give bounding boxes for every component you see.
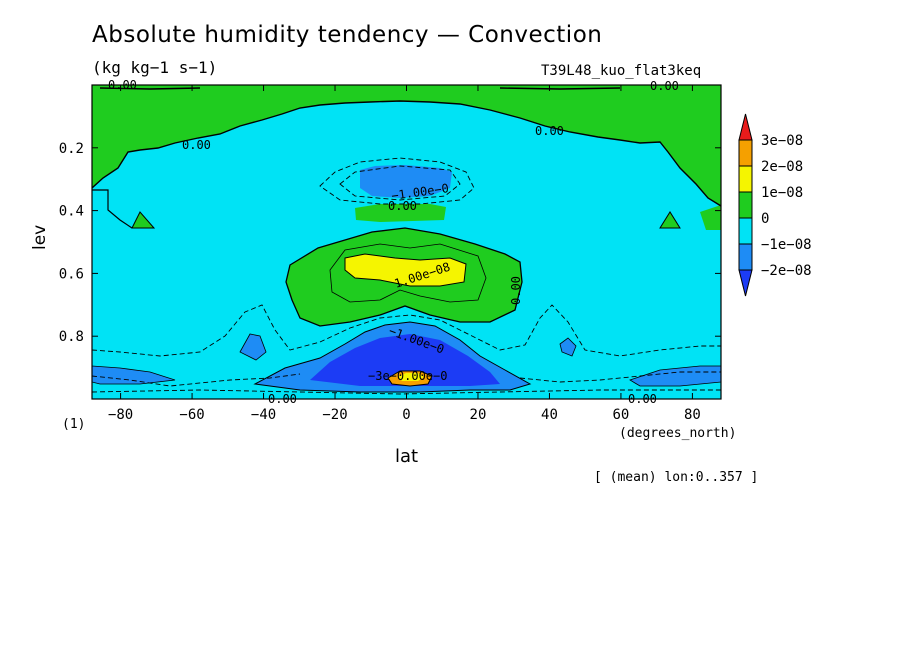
contour-label: −3e−0.00e−0 [368, 369, 447, 383]
x-tick-label: 80 [684, 407, 701, 423]
colorbar: 3e−08 2e−08 1e−08 0 −1e−08 −2e−08 [738, 113, 812, 297]
x-tick-label: 20 [470, 407, 487, 423]
x-tick-label: 60 [613, 407, 630, 423]
x-axis-label: lat [395, 446, 419, 467]
x-tick-label: −80 [108, 407, 133, 423]
x-tick-label: 40 [541, 407, 558, 423]
run-name-label: T39L48_kuo_flat3keq [541, 63, 702, 79]
field-left-blue-blob [239, 333, 267, 361]
contour-label: 0.00 [628, 392, 657, 406]
contour-label: 0.00 [268, 392, 297, 406]
colorbar-label: 1e−08 [761, 185, 803, 201]
field-surface-max-inner [398, 373, 424, 381]
y-tick-label: 0.2 [59, 141, 84, 157]
colorbar-segment [738, 191, 753, 219]
field-upper-drying [360, 165, 452, 198]
field-left-triangle [131, 211, 156, 229]
colorbar-label: 3e−08 [761, 133, 803, 149]
y-tick-label: 0.4 [59, 204, 84, 220]
contour-lower-mid-right [519, 371, 721, 383]
figure-number: (1) [62, 417, 86, 432]
field-right-green-strip [700, 205, 721, 230]
colorbar-segment [738, 243, 753, 271]
colorbar-label: 2e−08 [761, 159, 803, 175]
field-upper-green-bar [355, 204, 446, 222]
contour-negative-upper-outer [319, 157, 475, 205]
contour-label: 0.00 [509, 276, 523, 305]
colorbar-label: 0 [761, 211, 769, 227]
contour-bottom [92, 389, 721, 395]
contour-label: 0.00 [650, 79, 679, 93]
x-tick-label: −60 [179, 407, 204, 423]
field-right-triangle [659, 211, 681, 229]
contour-label: 0.00 [388, 199, 417, 213]
plot-field [92, 85, 721, 399]
colorbar-top-arrow [738, 113, 753, 141]
field-mid-maximum [344, 253, 467, 287]
chart-title: Absolute humidity tendency — Convection [92, 22, 603, 48]
field-left-blue-patch [92, 365, 176, 385]
y-tick-label: 0.6 [59, 266, 84, 282]
x-tick-label: −40 [251, 407, 276, 423]
colorbar-segment [738, 139, 753, 167]
field-lower-core [310, 334, 500, 386]
colorbar-segment [738, 217, 753, 245]
contour-lower-mid [92, 373, 301, 387]
field-right-blue-patch [629, 365, 721, 387]
contour-negative-upper-inner [339, 165, 461, 201]
field-right-blue-blob [559, 337, 577, 357]
contour-zero-lowerleft [92, 189, 133, 229]
x-tick-label: 0 [402, 407, 410, 423]
mean-note: [ (mean) lon:0..357 ] [594, 470, 759, 485]
y-tick-label: 0.8 [59, 329, 84, 345]
contour-label: 0.00 [535, 124, 564, 138]
contour-label: 0.00 [182, 138, 211, 152]
colorbar-segment [738, 165, 753, 193]
units-label: (kg kg−1 s−1) [92, 58, 218, 77]
contour-top-edge [99, 87, 621, 90]
x-tick-label: −20 [322, 407, 347, 423]
colorbar-bottom-arrow [738, 269, 753, 297]
x-axis-units: (degrees_north) [619, 426, 737, 441]
contour-zero-upper [92, 100, 721, 207]
y-axis-ticks: 0.2 0.4 0.6 0.8 [59, 141, 721, 345]
contour-label: 0.00 [108, 78, 137, 92]
contour-lower-outer [92, 304, 721, 357]
contour-mid-inner [329, 243, 487, 303]
x-axis-ticks: −80 −60 −40 −20 0 20 40 60 80 [108, 85, 701, 423]
colorbar-label: −1e−08 [761, 237, 812, 253]
colorbar-label: −2e−08 [761, 263, 812, 279]
